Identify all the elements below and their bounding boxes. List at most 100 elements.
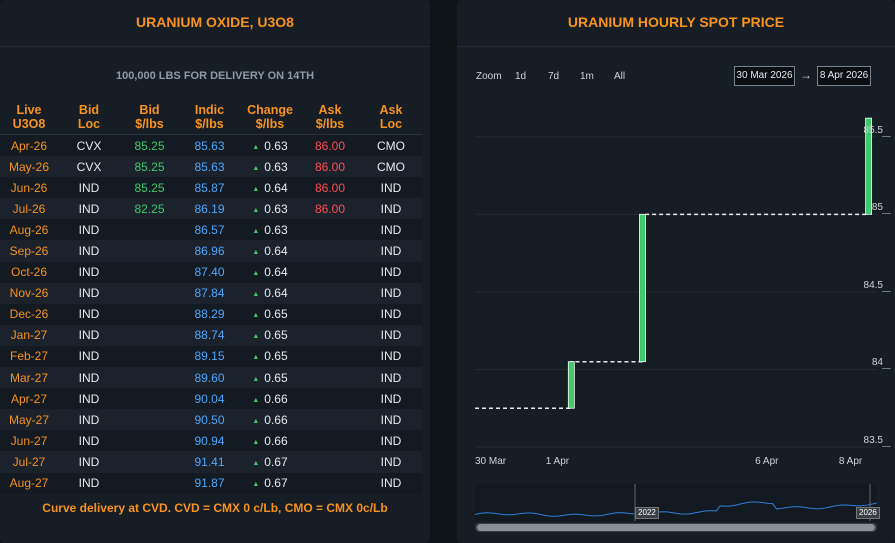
bid-loc-cell: CVX	[58, 134, 120, 157]
table-row: Jul-26 IND 82.25 86.19 ▲ 0.63 86.00 IND	[0, 198, 422, 220]
header-bid-price: Bid $/lbs	[120, 100, 179, 135]
month-cell: Aug-27	[0, 472, 58, 494]
ask-price-cell	[300, 240, 360, 262]
month-cell: Apr-27	[0, 388, 58, 410]
header-line2: $/lbs	[315, 117, 345, 131]
indic-price-cell: 89.60	[179, 367, 240, 389]
ask-price-cell	[300, 219, 360, 241]
ask-price-cell: 86.00	[300, 134, 360, 157]
ask-loc-cell: IND	[360, 282, 422, 304]
price-candle[interactable]	[567, 361, 575, 409]
up-arrow-icon: ▲	[252, 312, 260, 320]
bid-loc-cell: IND	[58, 240, 120, 262]
y-tick-mark	[882, 446, 891, 447]
change-cell: ▲ 0.64	[240, 261, 300, 283]
change-cell: ▲ 0.64	[240, 282, 300, 304]
month-cell: Nov-26	[0, 282, 58, 304]
bid-loc-cell: CVX	[58, 156, 120, 178]
month-cell: Jan-27	[0, 324, 58, 346]
change-value: 0.67	[264, 454, 288, 469]
range-to-input[interactable]: 8 Apr 2026	[817, 66, 871, 86]
spot-price-panel: URANIUM HOURLY SPOT PRICE Zoom 1d 7d 1m …	[457, 0, 895, 543]
zoom-1m-button[interactable]: 1m	[580, 71, 594, 82]
up-arrow-icon: ▲	[252, 481, 260, 489]
change-cell: ▲ 0.67	[240, 451, 300, 473]
up-arrow-icon: ▲	[252, 291, 260, 299]
change-value: 0.66	[264, 433, 288, 448]
zoom-1d-button[interactable]: 1d	[515, 71, 527, 82]
bid-price-cell: 85.25	[120, 134, 179, 157]
up-arrow-icon: ▲	[252, 396, 260, 404]
up-arrow-icon: ▲	[252, 249, 260, 257]
ask-loc-cell: IND	[360, 409, 422, 431]
header-line2: $/lbs	[255, 117, 285, 131]
ask-loc-cell: IND	[360, 219, 422, 241]
ask-loc-cell: IND	[360, 177, 422, 199]
range-from-input[interactable]: 30 Mar 2026	[734, 66, 795, 86]
ask-price-cell: 86.00	[300, 198, 360, 220]
x-tick-label: 6 Apr	[755, 456, 779, 467]
month-cell: Feb-27	[0, 345, 58, 368]
header-indic-price: Indic $/lbs	[179, 100, 240, 135]
month-cell: Jun-26	[0, 177, 58, 199]
table-row: Apr-26 CVX 85.25 85.63 ▲ 0.63 86.00 CMO	[0, 134, 422, 157]
navigator-scrollbar-thumb[interactable]	[477, 524, 875, 531]
up-arrow-icon: ▲	[252, 438, 260, 446]
change-value: 0.63	[264, 159, 288, 174]
x-tick-label: 8 Apr	[838, 456, 863, 467]
bid-loc-cell: IND	[58, 282, 120, 304]
ask-price-cell	[300, 345, 360, 368]
change-cell: ▲ 0.66	[240, 388, 300, 410]
zoom-7d-button[interactable]: 7d	[548, 71, 560, 82]
zoom-all-button[interactable]: All	[614, 71, 626, 82]
month-cell: Apr-26	[0, 134, 58, 157]
indic-price-cell: 88.74	[179, 324, 240, 346]
bid-loc-cell: IND	[58, 367, 120, 389]
month-cell: Dec-26	[0, 303, 58, 325]
change-cell: ▲ 0.66	[240, 430, 300, 452]
header-ask-price: Ask $/lbs	[300, 100, 360, 135]
month-cell: Jun-27	[0, 430, 58, 452]
table-header-row: Live U3O8 Bid Loc Bid $/lbs Indic $/lbs Change $/…	[0, 100, 422, 135]
bid-price-cell	[120, 430, 179, 452]
ask-price-cell	[300, 451, 360, 473]
indic-price-cell: 86.19	[179, 198, 240, 220]
table-row: Dec-26 IND 88.29 ▲ 0.65 IND	[0, 303, 422, 325]
indic-price-cell: 90.04	[179, 388, 240, 410]
indic-price-cell: 85.63	[179, 156, 240, 178]
change-value: 0.66	[264, 412, 288, 427]
ask-price-cell	[300, 282, 360, 304]
header-line1: Change	[247, 103, 293, 117]
price-candle[interactable]	[639, 213, 646, 363]
up-arrow-icon: ▲	[252, 164, 260, 172]
ask-price-cell	[300, 324, 360, 346]
up-arrow-icon: ▲	[252, 227, 260, 235]
price-candle[interactable]	[865, 117, 873, 215]
ask-price-cell	[300, 303, 360, 325]
bid-loc-cell: IND	[58, 198, 120, 220]
change-cell: ▲ 0.65	[240, 324, 300, 346]
indic-price-cell: 86.96	[179, 240, 240, 262]
table-row: May-26 CVX 85.25 85.63 ▲ 0.63 86.00 CMO	[0, 156, 422, 178]
header-line2: Loc	[379, 117, 403, 131]
ask-price-cell	[300, 388, 360, 410]
month-cell: Oct-26	[0, 261, 58, 283]
ask-loc-cell: IND	[360, 367, 422, 389]
month-cell: Aug-26	[0, 219, 58, 241]
ask-price-cell: 86.00	[300, 156, 360, 178]
ask-loc-cell: IND	[360, 430, 422, 452]
bid-loc-cell: IND	[58, 303, 120, 325]
table-row: Jan-27 IND 88.74 ▲ 0.65 IND	[0, 324, 422, 346]
ask-price-cell	[300, 430, 360, 452]
ask-loc-cell: IND	[360, 240, 422, 262]
header-line2: $/lbs	[135, 117, 164, 131]
bid-price-cell	[120, 472, 179, 494]
up-arrow-icon: ▲	[252, 143, 260, 151]
up-arrow-icon: ▲	[252, 333, 260, 341]
bid-price-cell	[120, 282, 179, 304]
ask-loc-cell: IND	[360, 198, 422, 220]
month-cell: May-27	[0, 409, 58, 431]
header-line1: Live	[16, 103, 42, 117]
ask-loc-cell: IND	[360, 388, 422, 410]
indic-price-cell: 90.50	[179, 409, 240, 431]
